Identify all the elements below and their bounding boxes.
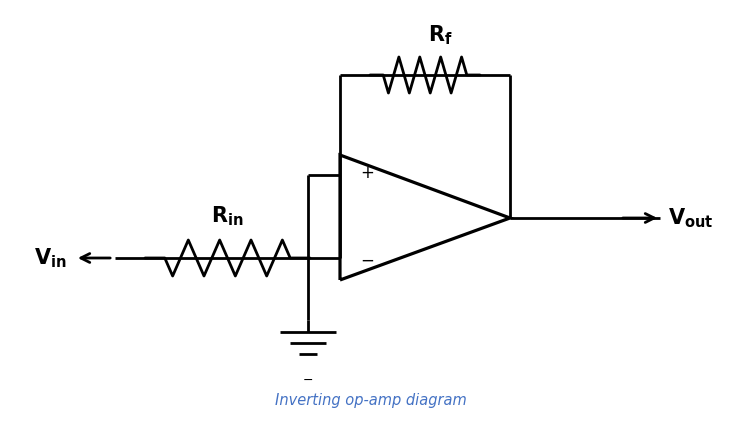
Text: Inverting op-amp diagram: Inverting op-amp diagram <box>275 392 467 408</box>
Text: $\mathbf{V_{out}}$: $\mathbf{V_{out}}$ <box>668 206 714 230</box>
Text: $\mathbf{R_{in}}$: $\mathbf{R_{in}}$ <box>211 205 244 228</box>
Text: $-$: $-$ <box>303 373 314 386</box>
Text: $+$: $+$ <box>360 164 374 182</box>
Text: $-$: $-$ <box>360 251 374 269</box>
Text: $\mathbf{V_{in}}$: $\mathbf{V_{in}}$ <box>34 246 67 270</box>
Text: $\mathbf{R_f}$: $\mathbf{R_f}$ <box>427 24 453 47</box>
